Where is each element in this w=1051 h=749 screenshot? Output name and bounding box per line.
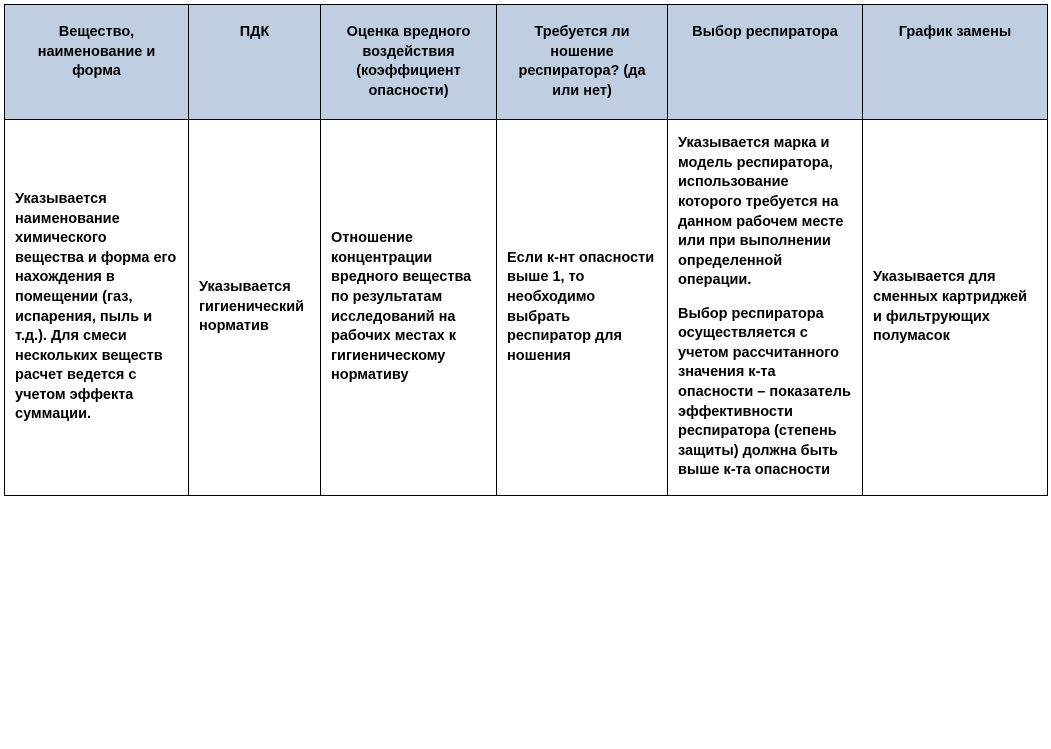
header-choice: Выбор респиратора <box>668 5 863 120</box>
cell-choice-p2: Выбор респиратора осуществляется с учето… <box>678 305 852 481</box>
table-header-row: Вещество, наименование и форма ПДК Оценк… <box>5 5 1048 120</box>
header-substance: Вещество, наименование и форма <box>5 5 189 120</box>
table-row: Указывается наименование химического вещ… <box>5 120 1048 496</box>
header-hazard: Оценка вредного воздействия (коэффициент… <box>321 5 497 120</box>
header-pdk: ПДК <box>189 5 321 120</box>
cell-choice-p1: Указывается марка и модель респиратора, … <box>678 134 852 291</box>
cell-schedule: Указывается для сменных картриджей и фил… <box>863 120 1048 496</box>
cell-hazard: Отношение концентрации вредного вещества… <box>321 120 497 496</box>
header-schedule: График замены <box>863 5 1048 120</box>
cell-pdk: Указывается гигиенический норматив <box>189 120 321 496</box>
respirator-table: Вещество, наименование и форма ПДК Оценк… <box>4 4 1048 496</box>
header-required: Требуется ли ношение респиратора? (да ил… <box>497 5 668 120</box>
cell-choice: Указывается марка и модель респиратора, … <box>668 120 863 496</box>
cell-substance: Указывается наименование химического вещ… <box>5 120 189 496</box>
cell-required: Если к-нт опасности выше 1, то необходим… <box>497 120 668 496</box>
